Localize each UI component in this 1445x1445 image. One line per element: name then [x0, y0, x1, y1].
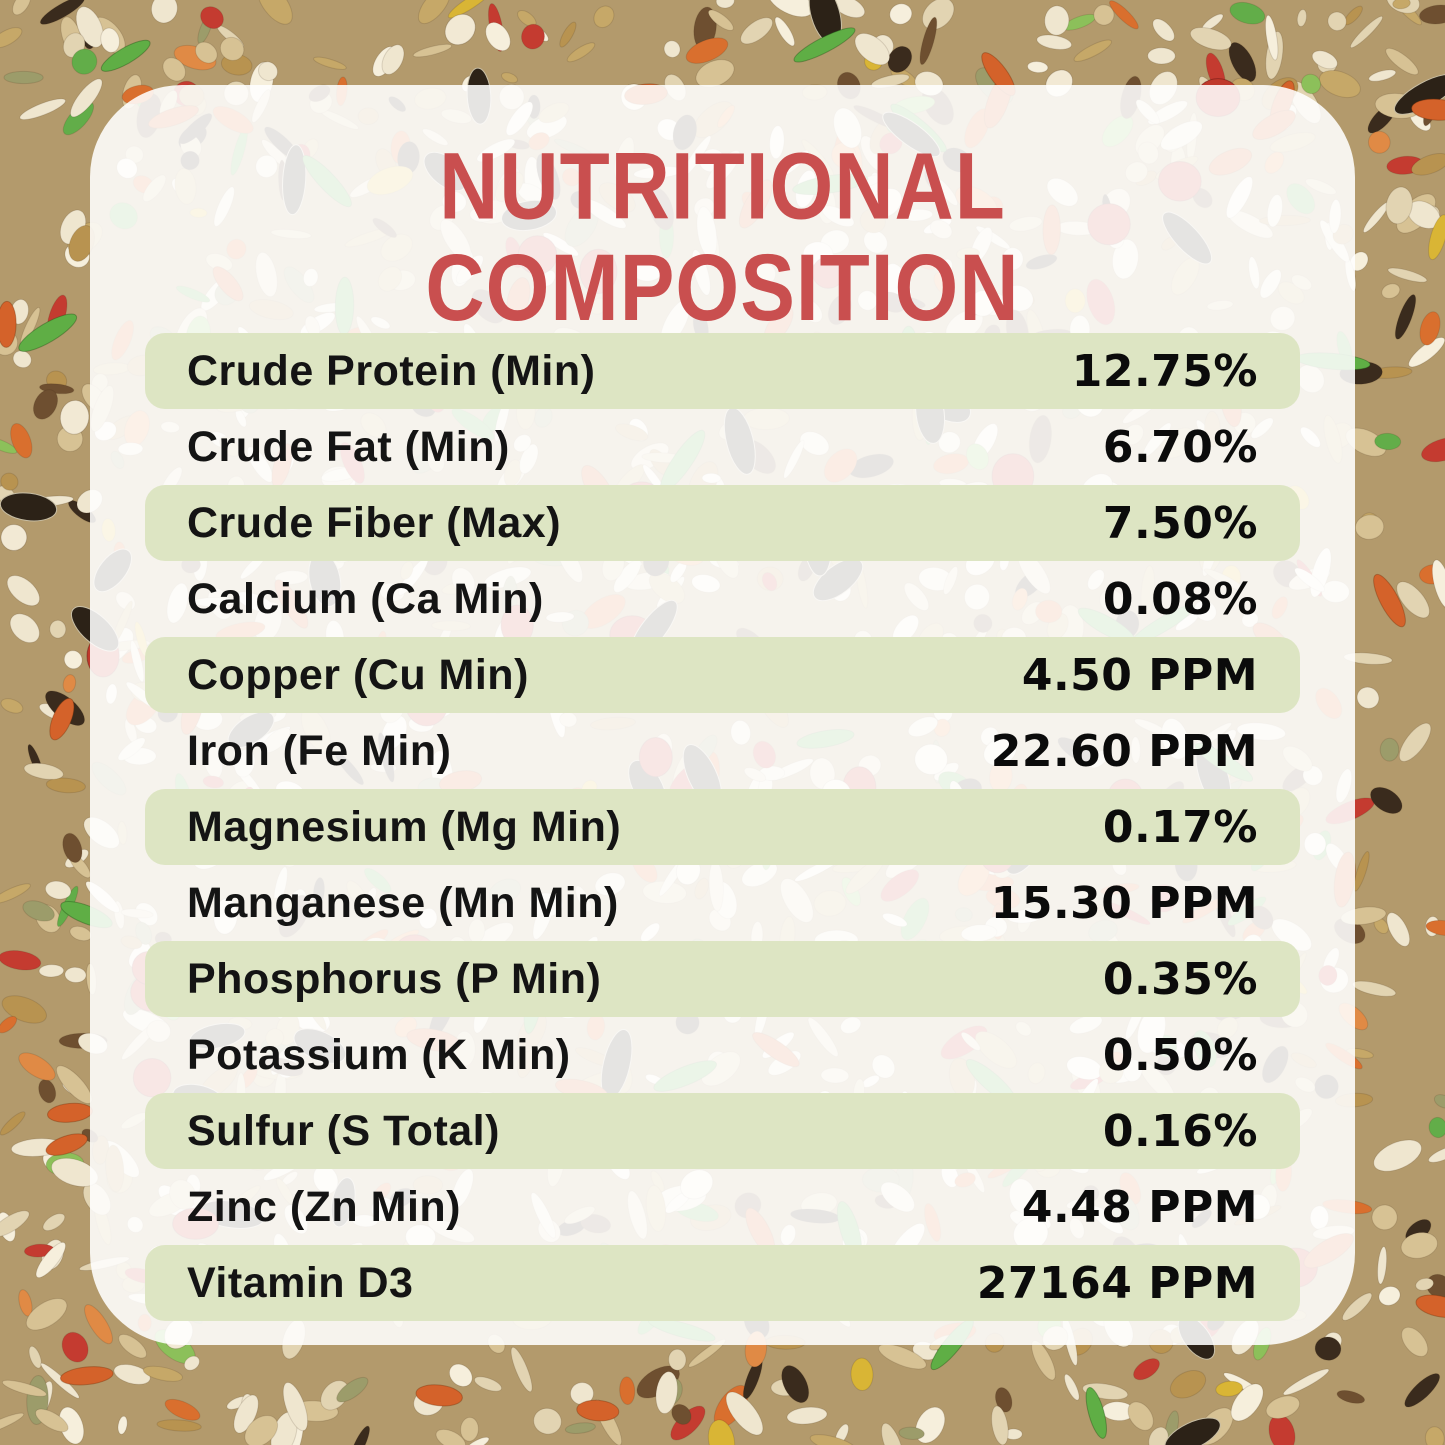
nutrient-value: 0.50%	[1102, 1029, 1258, 1081]
nutrient-value: 0.08%	[1102, 573, 1258, 625]
table-row: Crude Fat (Min) 6.70%	[145, 409, 1300, 485]
nutrition-table: Crude Protein (Min) 12.75% Crude Fat (Mi…	[145, 333, 1300, 1321]
table-row: Manganese (Mn Min) 15.30 PPM	[145, 865, 1300, 941]
nutrient-label: Calcium (Ca Min)	[187, 574, 544, 623]
nutrient-label: Crude Fat (Min)	[187, 422, 510, 471]
nutrition-card: NUTRITIONAL COMPOSITION Crude Protein (M…	[90, 85, 1355, 1345]
table-row: Vitamin D3 27164 PPM	[145, 1245, 1300, 1321]
table-row: Magnesium (Mg Min) 0.17%	[145, 789, 1300, 865]
table-row: Sulfur (S Total) 0.16%	[145, 1093, 1300, 1169]
nutrient-value: 4.48 PPM	[1021, 1181, 1258, 1233]
page-title: NUTRITIONAL COMPOSITION	[425, 134, 1020, 341]
table-row: Iron (Fe Min) 22.60 PPM	[145, 713, 1300, 789]
table-row: Crude Protein (Min) 12.75%	[145, 333, 1300, 409]
nutrient-label: Sulfur (S Total)	[187, 1106, 500, 1155]
table-row: Phosphorus (P Min) 0.35%	[145, 941, 1300, 1017]
nutrient-label: Zinc (Zn Min)	[187, 1182, 461, 1231]
table-row: Copper (Cu Min) 4.50 PPM	[145, 637, 1300, 713]
table-row: Zinc (Zn Min) 4.48 PPM	[145, 1169, 1300, 1245]
nutrient-value: 6.70%	[1102, 421, 1258, 473]
nutrient-value: 22.60 PPM	[990, 725, 1258, 777]
nutrient-value: 27164 PPM	[976, 1257, 1258, 1309]
nutrient-value: 0.35%	[1102, 953, 1258, 1005]
nutrient-label: Phosphorus (P Min)	[187, 954, 602, 1003]
nutrient-value: 15.30 PPM	[990, 877, 1258, 929]
nutrient-label: Crude Fiber (Max)	[187, 498, 562, 547]
nutrient-value: 0.17%	[1102, 801, 1258, 853]
nutrient-value: 7.50%	[1102, 497, 1258, 549]
nutrient-label: Manganese (Mn Min)	[187, 878, 619, 927]
nutrient-value: 0.16%	[1102, 1105, 1258, 1157]
nutrient-value: 12.75%	[1071, 345, 1258, 397]
nutrient-label: Copper (Cu Min)	[187, 650, 529, 699]
nutrient-value: 4.50 PPM	[1021, 649, 1258, 701]
nutrient-label: Crude Protein (Min)	[187, 346, 596, 395]
table-row: Calcium (Ca Min) 0.08%	[145, 561, 1300, 637]
nutrient-label: Magnesium (Mg Min)	[187, 802, 622, 851]
table-row: Crude Fiber (Max) 7.50%	[145, 485, 1300, 561]
nutrient-label: Vitamin D3	[187, 1258, 414, 1307]
nutrient-label: Potassium (K Min)	[187, 1030, 571, 1079]
nutrient-label: Iron (Fe Min)	[187, 726, 452, 775]
table-row: Potassium (K Min) 0.50%	[145, 1017, 1300, 1093]
